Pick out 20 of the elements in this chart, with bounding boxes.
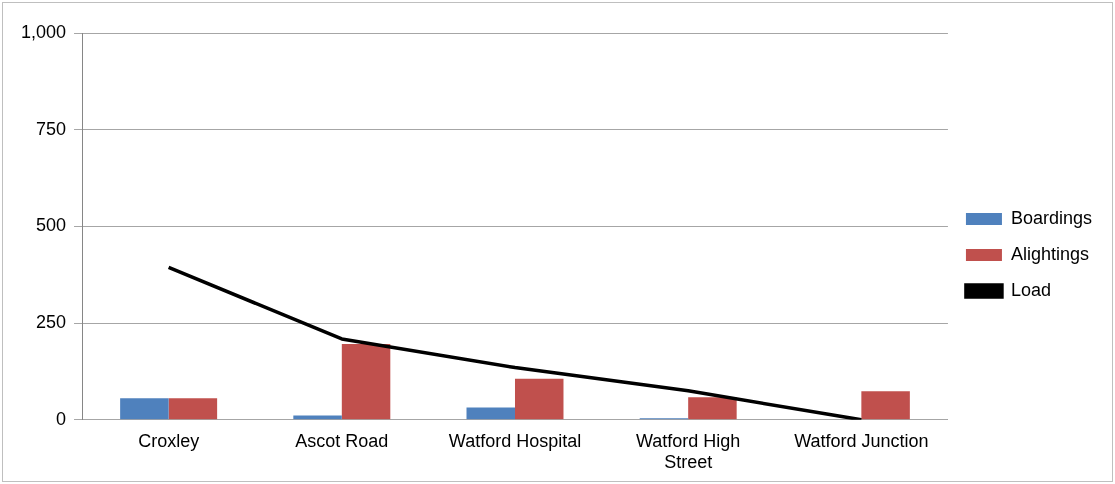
bar	[515, 378, 564, 420]
x-tick-label: Watford High Street	[635, 430, 741, 473]
y-tick-label: 0	[56, 408, 67, 429]
bar	[120, 398, 169, 420]
bar	[466, 407, 515, 420]
legend-label: Alightings	[1010, 243, 1089, 264]
x-tick-label: Watford Junction	[794, 430, 929, 451]
x-tick-label: Croxley	[138, 430, 200, 451]
bar	[168, 398, 218, 420]
y-tick-label: 250	[36, 312, 67, 333]
bar	[341, 343, 391, 420]
bar	[861, 391, 910, 420]
x-tick-label: Ascot Road	[295, 430, 389, 451]
y-tick-label: 1,000	[21, 21, 67, 42]
y-tick-label: 750	[36, 118, 67, 139]
x-tick-label: Watford Hospital	[448, 430, 582, 451]
y-tick-label: 500	[36, 215, 67, 236]
legend-label: Load	[1010, 279, 1051, 300]
legend-label: Boardings	[1010, 207, 1093, 228]
bar	[688, 397, 737, 420]
